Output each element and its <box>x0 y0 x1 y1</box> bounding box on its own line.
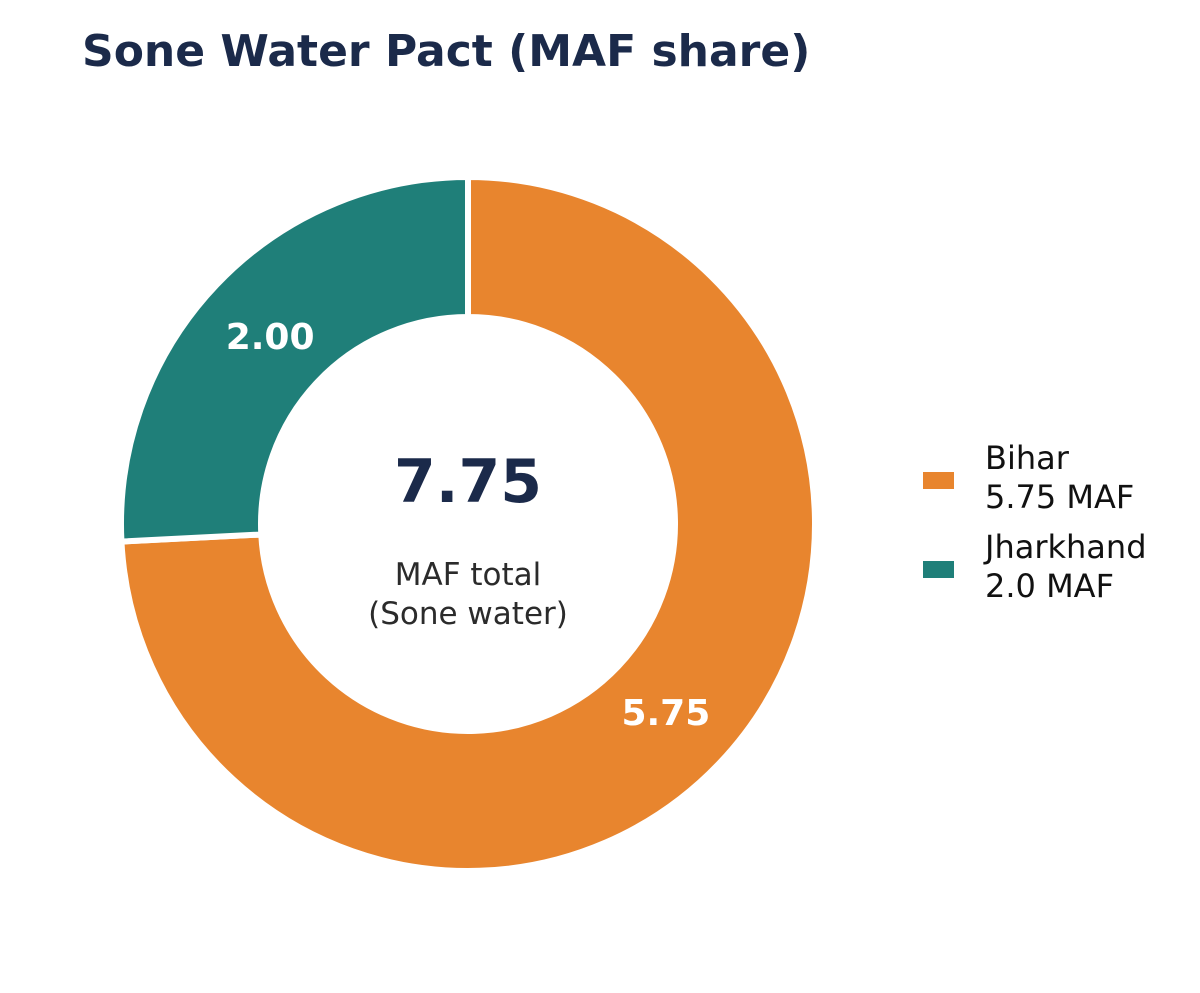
slice-bihar <box>118 173 818 874</box>
legend-label-bihar: Bihar <box>985 439 1070 477</box>
legend-label-jharkhand: Jharkhand <box>983 528 1147 566</box>
slice-value-label-bihar: 5.75 <box>621 693 710 734</box>
slice-labels: 5.75 2.00 <box>226 317 711 734</box>
center-caption-line1: MAF total <box>395 557 542 593</box>
center-total-value: 7.75 <box>394 447 542 517</box>
legend-detail-jharkhand: 2.0 MAF <box>985 567 1114 605</box>
chart-title: Sone Water Pact (MAF share) <box>82 26 810 77</box>
donut-center: 7.75 MAF total (Sone water) <box>368 447 568 632</box>
center-caption-line2: (Sone water) <box>368 596 568 632</box>
slice-value-label-jharkhand: 2.00 <box>226 317 315 358</box>
donut-slices <box>118 173 818 874</box>
slice-jharkhand <box>118 173 471 545</box>
legend-swatch-bihar <box>923 472 954 489</box>
legend-detail-bihar: 5.75 MAF <box>985 478 1134 516</box>
legend-swatch-jharkhand <box>923 561 954 578</box>
